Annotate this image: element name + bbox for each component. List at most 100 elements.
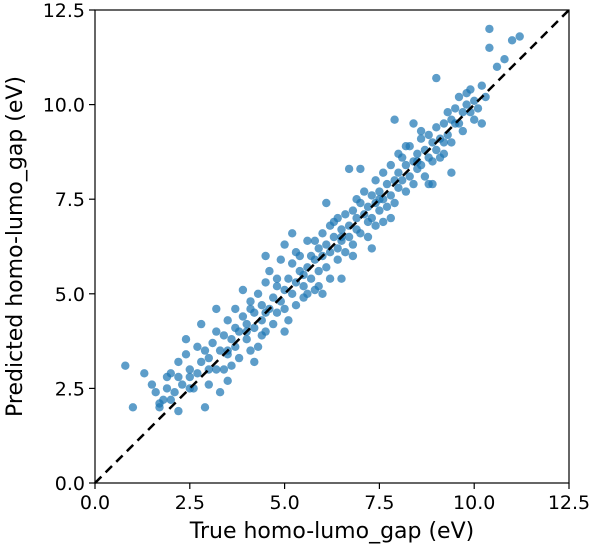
data-point	[363, 202, 373, 211]
data-point	[439, 119, 449, 128]
data-point	[401, 187, 411, 196]
data-point	[288, 259, 297, 268]
data-point	[291, 248, 301, 257]
data-point	[356, 164, 365, 174]
data-point	[200, 346, 210, 355]
data-point	[200, 403, 210, 412]
data-point	[269, 293, 278, 302]
data-point	[162, 372, 172, 382]
data-point	[272, 282, 282, 291]
data-point	[432, 145, 441, 155]
data-point	[121, 361, 130, 370]
data-point	[458, 126, 467, 136]
data-point	[322, 240, 331, 249]
data-point	[219, 365, 229, 374]
data-point	[223, 376, 232, 385]
data-point	[212, 327, 221, 336]
y-tick-label: 10.0	[43, 95, 85, 117]
data-point	[386, 191, 395, 200]
data-point	[246, 346, 255, 355]
data-point	[227, 335, 236, 344]
x-tick-label: 12.5	[548, 492, 590, 514]
data-point	[280, 240, 289, 249]
y-tick-label: 12.5	[43, 0, 85, 22]
x-axis-title: True homo-lumo_gap (eV)	[189, 519, 474, 544]
data-point	[325, 248, 335, 257]
data-point	[341, 210, 350, 219]
data-point	[303, 289, 312, 298]
data-point	[265, 266, 274, 276]
data-point	[420, 172, 430, 181]
data-point	[299, 282, 308, 291]
data-point	[394, 168, 403, 177]
data-point	[492, 62, 502, 71]
plot-frame	[94, 9, 570, 484]
data-point	[215, 346, 225, 355]
data-point	[284, 274, 293, 283]
data-point	[454, 92, 464, 102]
data-point	[341, 248, 350, 257]
data-point	[280, 304, 289, 314]
data-point	[322, 198, 331, 208]
data-point	[379, 217, 388, 227]
data-point	[439, 149, 449, 158]
data-point	[481, 92, 490, 102]
data-point	[432, 73, 441, 83]
data-point	[250, 357, 259, 367]
data-point	[276, 255, 285, 264]
data-point	[394, 183, 403, 192]
data-point	[371, 221, 380, 230]
data-point	[360, 187, 369, 196]
data-point	[322, 263, 331, 272]
data-point	[352, 213, 361, 223]
data-point	[170, 388, 179, 397]
data-point	[379, 168, 388, 177]
y-tick-label: 2.5	[55, 378, 85, 400]
data-point	[367, 191, 376, 200]
data-point	[234, 353, 244, 363]
data-point	[356, 229, 365, 238]
data-point	[314, 266, 323, 276]
data-point	[344, 164, 354, 174]
data-point	[409, 119, 418, 128]
data-point	[405, 172, 414, 181]
data-point	[507, 36, 517, 45]
data-point	[470, 96, 479, 106]
data-point	[458, 108, 467, 117]
data-point	[193, 369, 202, 378]
data-point	[333, 255, 342, 264]
data-point	[367, 213, 376, 223]
y-axis-title: Predicted homo-lumo_gap (eV)	[3, 76, 28, 417]
y-tick-label: 0.0	[55, 473, 85, 495]
x-tick-label: 5.0	[269, 492, 299, 514]
data-point	[288, 289, 297, 298]
data-point	[238, 285, 248, 295]
y-tick-label: 7.5	[55, 189, 85, 211]
data-point	[485, 43, 494, 52]
data-point	[477, 81, 486, 90]
data-point	[197, 357, 206, 367]
data-point	[212, 304, 221, 314]
data-point	[250, 323, 259, 333]
data-point	[375, 187, 384, 196]
data-point	[303, 236, 312, 245]
data-point	[386, 160, 395, 170]
data-point	[325, 274, 335, 283]
data-point	[204, 353, 213, 363]
data-point	[306, 274, 316, 283]
data-point	[390, 198, 399, 208]
data-point	[439, 138, 449, 147]
data-point	[185, 365, 194, 374]
data-point	[174, 372, 183, 382]
x-tick-label: 0.0	[80, 492, 110, 514]
data-point	[477, 119, 486, 128]
y-axis-ticks: 0.0 2.5 5.0 7.5 10.0 12.5	[43, 0, 95, 495]
data-point	[363, 232, 373, 242]
data-point	[325, 221, 335, 230]
data-point	[333, 213, 342, 223]
data-point	[215, 388, 225, 397]
data-point	[181, 350, 191, 359]
data-point	[261, 251, 270, 261]
data-point	[367, 244, 376, 253]
